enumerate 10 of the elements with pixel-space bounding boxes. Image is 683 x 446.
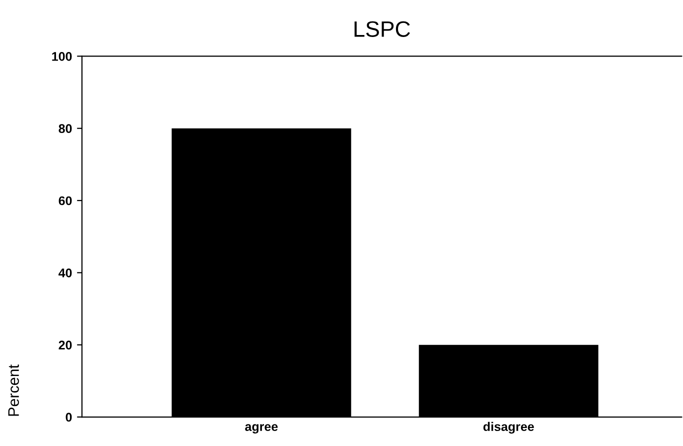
- y-tick-label: 100: [52, 52, 72, 61]
- x-tick-label: disagree: [483, 422, 534, 434]
- x-tick-label: agree: [245, 424, 278, 434]
- chart-title: LSPC: [354, 21, 410, 37]
- y-tick-label: 80: [58, 124, 72, 134]
- y-axis-title: Percent: [8, 364, 19, 416]
- y-tick-label: 60: [58, 196, 72, 206]
- y-tick-label: 40: [58, 268, 72, 278]
- y-tick-label: 0: [66, 412, 72, 422]
- y-tick-label: 20: [58, 340, 72, 350]
